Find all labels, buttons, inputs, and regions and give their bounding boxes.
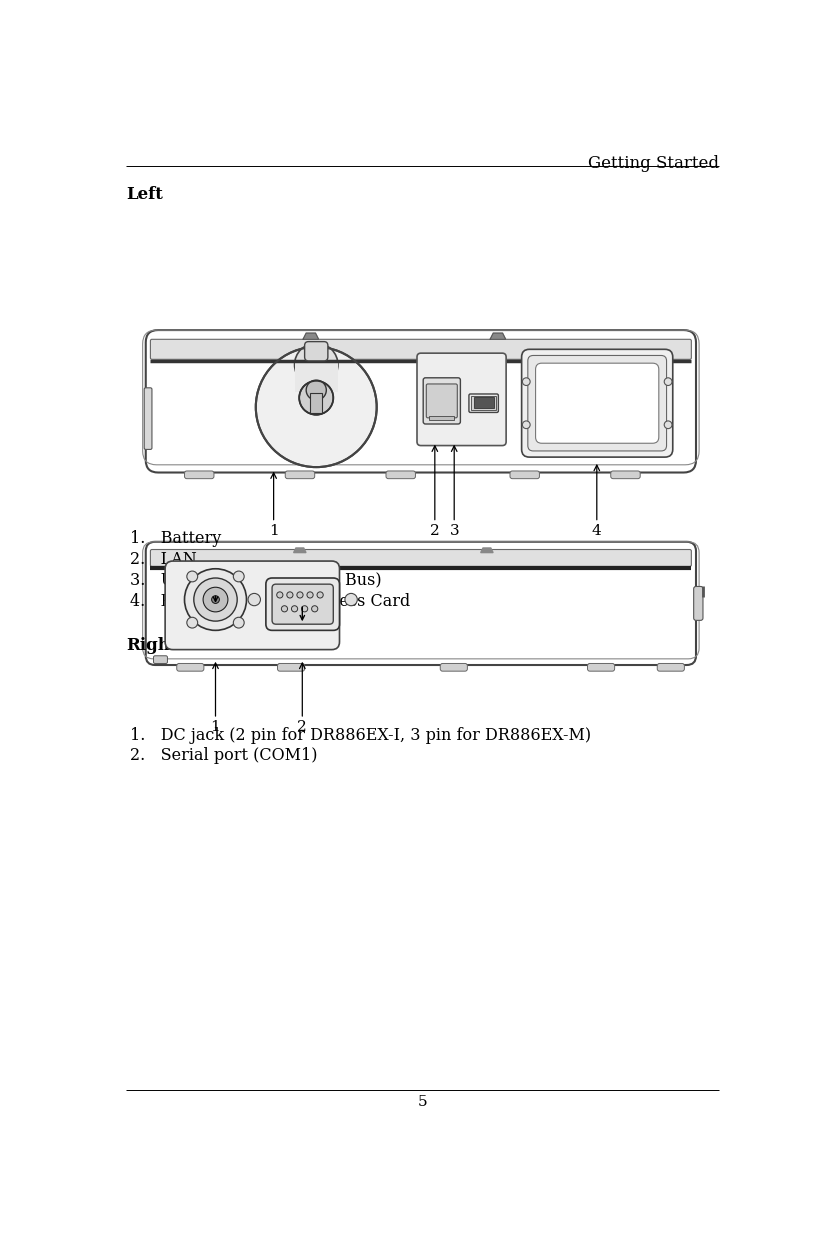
Circle shape — [522, 377, 530, 386]
Circle shape — [297, 592, 303, 598]
Text: 1.   Battery: 1. Battery — [130, 531, 221, 547]
Circle shape — [664, 377, 672, 386]
Circle shape — [317, 592, 323, 598]
Circle shape — [186, 617, 198, 628]
Text: 1: 1 — [210, 721, 220, 734]
Text: Getting Started: Getting Started — [588, 155, 719, 171]
Bar — [295, 361, 338, 392]
FancyBboxPatch shape — [423, 377, 460, 423]
Text: 3: 3 — [450, 525, 459, 538]
FancyBboxPatch shape — [441, 663, 468, 671]
FancyBboxPatch shape — [658, 663, 685, 671]
Circle shape — [276, 592, 283, 598]
FancyBboxPatch shape — [610, 471, 640, 478]
Circle shape — [306, 380, 327, 400]
Text: 4: 4 — [592, 525, 601, 538]
Polygon shape — [303, 333, 318, 340]
Circle shape — [291, 606, 298, 612]
Circle shape — [522, 421, 530, 428]
Polygon shape — [294, 548, 306, 552]
FancyBboxPatch shape — [150, 550, 691, 567]
FancyBboxPatch shape — [469, 393, 498, 412]
FancyBboxPatch shape — [153, 656, 167, 663]
Bar — [471, 396, 496, 410]
Circle shape — [194, 578, 238, 621]
Bar — [429, 416, 455, 420]
Circle shape — [345, 593, 357, 606]
Circle shape — [312, 606, 318, 612]
FancyBboxPatch shape — [177, 663, 204, 671]
Text: Left: Left — [126, 186, 163, 204]
Text: 2: 2 — [430, 525, 440, 538]
Circle shape — [233, 571, 244, 582]
Polygon shape — [481, 548, 493, 552]
FancyBboxPatch shape — [144, 387, 152, 450]
FancyBboxPatch shape — [150, 340, 691, 360]
Text: 3.   USB (Universal Serial Bus): 3. USB (Universal Serial Bus) — [130, 572, 382, 588]
FancyBboxPatch shape — [146, 542, 696, 664]
Circle shape — [256, 347, 377, 467]
Circle shape — [281, 606, 288, 612]
Circle shape — [233, 617, 244, 628]
Text: Right: Right — [126, 637, 178, 653]
FancyBboxPatch shape — [304, 342, 328, 361]
Circle shape — [287, 592, 293, 598]
FancyBboxPatch shape — [510, 471, 540, 478]
FancyBboxPatch shape — [535, 363, 659, 443]
Circle shape — [664, 421, 672, 428]
Text: 4.   PCMCIA slots or Express Card: 4. PCMCIA slots or Express Card — [130, 592, 411, 610]
FancyBboxPatch shape — [427, 383, 457, 418]
FancyBboxPatch shape — [587, 663, 615, 671]
FancyBboxPatch shape — [165, 561, 340, 649]
Text: 2.   Serial port (COM1): 2. Serial port (COM1) — [130, 747, 318, 764]
Bar — [310, 393, 323, 413]
Circle shape — [248, 593, 261, 606]
Circle shape — [185, 568, 247, 631]
Text: 2.   LAN: 2. LAN — [130, 551, 197, 568]
FancyBboxPatch shape — [266, 578, 340, 631]
Text: 1: 1 — [269, 525, 279, 538]
FancyBboxPatch shape — [285, 471, 314, 478]
Polygon shape — [490, 333, 506, 340]
Circle shape — [203, 587, 228, 612]
Circle shape — [307, 592, 314, 598]
FancyBboxPatch shape — [146, 330, 696, 472]
Circle shape — [295, 343, 338, 386]
FancyBboxPatch shape — [277, 663, 304, 671]
FancyBboxPatch shape — [528, 356, 667, 451]
FancyBboxPatch shape — [694, 587, 703, 621]
FancyBboxPatch shape — [272, 585, 333, 624]
FancyBboxPatch shape — [185, 471, 214, 478]
Bar — [474, 397, 493, 408]
FancyBboxPatch shape — [417, 353, 506, 446]
FancyBboxPatch shape — [386, 471, 416, 478]
Text: 1.   DC jack (2 pin for DR886EX-I, 3 pin for DR886EX-M): 1. DC jack (2 pin for DR886EX-I, 3 pin f… — [130, 727, 592, 743]
Text: 2: 2 — [298, 721, 307, 734]
FancyBboxPatch shape — [521, 350, 672, 457]
Circle shape — [212, 596, 219, 603]
Circle shape — [301, 606, 308, 612]
Text: 5: 5 — [417, 1094, 427, 1109]
Circle shape — [299, 381, 333, 415]
Circle shape — [186, 571, 198, 582]
